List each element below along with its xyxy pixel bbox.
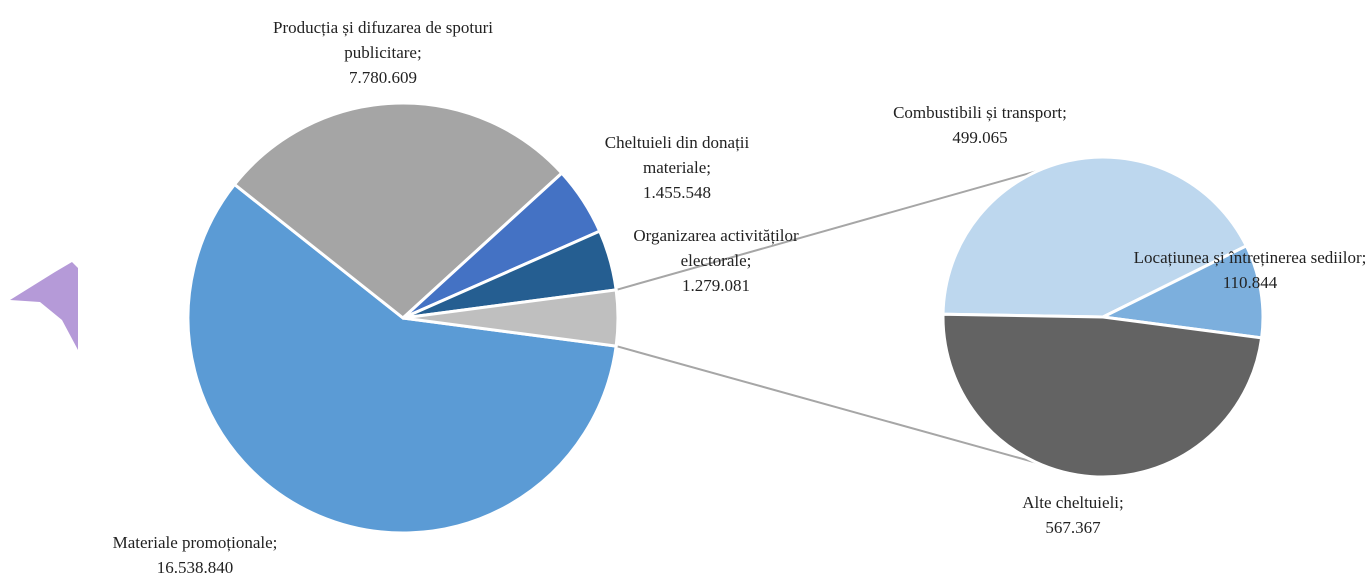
- decoration-arrow: [10, 262, 78, 350]
- secondary-pie-slice: [1097, 243, 1265, 340]
- data-label: Producția și difuzarea de spoturi public…: [268, 15, 498, 90]
- category-label: Locațiunea și întreținerea sediilor;: [1133, 248, 1367, 267]
- data-label: Cheltuieli din donații materiale; 1.455.5…: [587, 130, 767, 205]
- value-label: 7.780.609: [349, 68, 417, 87]
- value-label: 110.844: [1222, 273, 1278, 292]
- secondary-pie-slice: [941, 155, 1249, 319]
- value-label: 567.367: [1045, 518, 1101, 537]
- value-label: 1.279.081: [682, 276, 750, 295]
- category-label: Materiale promoționale;: [112, 533, 278, 552]
- secondary-pie-slice: [941, 312, 1264, 479]
- value-label: 1.455.548: [643, 183, 711, 202]
- category-label: Organizarea activităților electorale;: [633, 226, 799, 270]
- connector-line: [615, 345, 1039, 465]
- category-label: Cheltuieli din donații materiale;: [604, 133, 750, 177]
- value-label: 16.538.840: [156, 558, 234, 577]
- category-label: Combustibili și transport;: [893, 103, 1067, 122]
- value-label: 499.065: [952, 128, 1008, 147]
- connector-line: [615, 169, 1039, 291]
- pie-slice: [186, 182, 618, 535]
- data-label: Materiale promoționale; 16.538.840: [65, 530, 325, 580]
- data-label: Organizarea activităților electorale; 1.2…: [616, 223, 816, 298]
- category-label: Producția și difuzarea de spoturi public…: [273, 18, 493, 62]
- category-label: Alte cheltuieli;: [1022, 493, 1124, 512]
- data-label: Locațiunea și întreținerea sediilor; 110.…: [1132, 245, 1368, 295]
- pie-slice: [232, 101, 564, 320]
- pie-slice-other: [402, 288, 620, 348]
- data-label: Combustibili și transport; 499.065: [860, 100, 1100, 150]
- data-label: Alte cheltuieli; 567.367: [973, 490, 1173, 540]
